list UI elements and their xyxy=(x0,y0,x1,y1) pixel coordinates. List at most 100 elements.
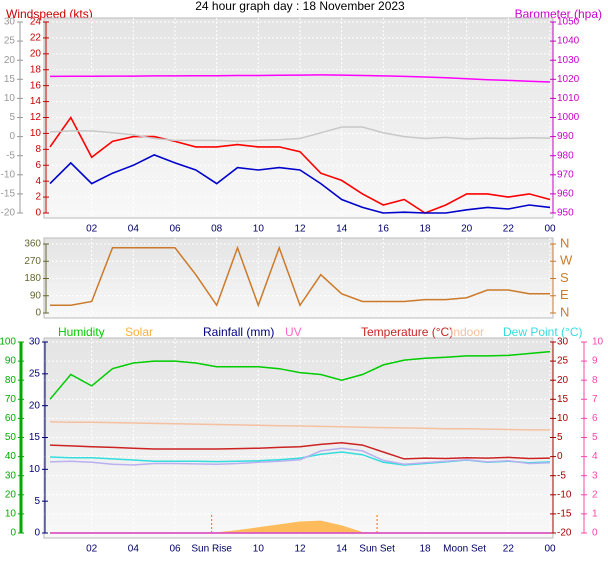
y-tick-label: 360 xyxy=(24,239,41,250)
x-tick-label: 02 xyxy=(86,224,98,235)
y-tick-label: 25 xyxy=(4,36,16,47)
y-tick-label: 7 xyxy=(592,394,598,405)
y-tick-label: 3 xyxy=(592,470,598,481)
y-tick-label: 18 xyxy=(30,64,42,75)
y-tick-label: 20 xyxy=(29,400,41,411)
line-series xyxy=(49,442,551,460)
y-tick-label: 30 xyxy=(5,470,17,481)
y-tick-label: 950 xyxy=(557,208,574,219)
y-tick-label: 0 xyxy=(34,528,40,539)
y-tick-label: -15 xyxy=(1,189,16,200)
x-tick-label: 22 xyxy=(503,224,515,235)
y-tick-label: -10 xyxy=(1,169,16,180)
x-tick-label: 02 xyxy=(86,544,98,555)
y-tick-label: 15 xyxy=(29,432,41,443)
y-tick-label: -5 xyxy=(6,150,15,161)
title: 24 hour graph day : 18 November 2023 xyxy=(195,0,405,13)
y-tick-label: 2 xyxy=(592,489,598,500)
y-tick-label: 80 xyxy=(5,375,17,386)
y-tick-label: 24 xyxy=(30,17,42,28)
legend-entry: Rainfall (mm) xyxy=(203,325,274,339)
x-tick-label: 22 xyxy=(503,544,515,555)
y-tick-label: 960 xyxy=(557,189,574,200)
y-tick-label: 6 xyxy=(35,160,41,171)
annotation: Sun Set xyxy=(359,544,395,555)
annotation: Moon Set xyxy=(443,544,486,555)
y-tick-label: 270 xyxy=(24,256,41,267)
x-tick-label: 10 xyxy=(253,224,265,235)
y-tick-label: 12 xyxy=(30,112,42,123)
x-tick-label: 14 xyxy=(336,544,348,555)
y-tick-label: 25 xyxy=(557,356,569,367)
line-series xyxy=(50,245,550,308)
x-tick-label: 12 xyxy=(294,544,306,555)
y-tick-label: 0 xyxy=(35,308,41,319)
x-tick-label: 00 xyxy=(544,544,556,555)
x-tick-label: 16 xyxy=(378,224,390,235)
x-tick-label: 12 xyxy=(294,224,306,235)
y-tick-label: 50 xyxy=(5,432,17,443)
y-tick-label: 10 xyxy=(30,128,42,139)
y-tick-label: 8 xyxy=(35,144,41,155)
y-tick-label: 0 xyxy=(10,528,16,539)
legend-entry: UV xyxy=(285,325,302,339)
y-tick-label: 1020 xyxy=(557,74,580,85)
y-tick-label: 1040 xyxy=(557,36,580,47)
y-tick-label: 90 xyxy=(30,290,42,301)
y-tick-label: 0 xyxy=(9,131,15,142)
legend-entry: Humidity xyxy=(58,325,105,339)
line-series xyxy=(49,74,551,83)
line-series xyxy=(49,115,551,214)
annotation: Sun Rise xyxy=(191,544,232,555)
y-tick-label: 10 xyxy=(5,509,17,520)
x-tick-label: 10 xyxy=(253,544,265,555)
y-tick-label: 30 xyxy=(29,337,41,348)
y-tick-label: 0 xyxy=(592,528,598,539)
y-tick-label: 2 xyxy=(35,192,41,203)
y-tick-label: 10 xyxy=(4,93,16,104)
line-series xyxy=(49,126,551,142)
y-tick-label: -20 xyxy=(1,208,16,219)
x-tick-label: 06 xyxy=(169,224,181,235)
y-tick-label: 1010 xyxy=(557,93,580,104)
y-tick-label: 30 xyxy=(557,337,569,348)
y-tick-label: 20 xyxy=(30,48,42,59)
y-tick-label: 6 xyxy=(592,413,598,424)
y-tick-label: 5 xyxy=(592,432,598,443)
y-tick-label: 90 xyxy=(5,356,17,367)
y-tick-label: 15 xyxy=(4,74,16,85)
y-tick-label: 0 xyxy=(557,451,563,462)
x-tick-label: 18 xyxy=(419,224,431,235)
x-tick-label: 08 xyxy=(211,224,223,235)
y-tick-label: 70 xyxy=(5,394,17,405)
y-tick-label: 20 xyxy=(5,489,17,500)
y-tick-label: 5 xyxy=(9,112,15,123)
x-tick-label: 20 xyxy=(461,224,473,235)
x-tick-label: 14 xyxy=(336,224,348,235)
y-tick-label: N xyxy=(560,304,569,319)
legend-entry: Indoor xyxy=(450,325,484,339)
y-tick-label: W xyxy=(560,253,573,268)
y-tick-label: 9 xyxy=(592,356,598,367)
y-tick-label: 4 xyxy=(35,176,41,187)
y-tick-label: 1 xyxy=(592,509,598,520)
line-series xyxy=(49,447,551,466)
y-tick-label: 40 xyxy=(5,451,17,462)
x-tick-label: 06 xyxy=(169,544,181,555)
y-tick-label: E xyxy=(560,287,569,302)
y-tick-label: 8 xyxy=(592,375,598,386)
y-tick-label: 0 xyxy=(35,208,41,219)
y-tick-label: -10 xyxy=(557,489,572,500)
y-tick-label: -5 xyxy=(557,470,566,481)
x-tick-label: 04 xyxy=(128,544,140,555)
y-tick-label: S xyxy=(560,270,569,285)
area-series xyxy=(50,520,550,533)
y-tick-label: 20 xyxy=(557,375,569,386)
y-tick-label: 970 xyxy=(557,169,574,180)
y-tick-label: 1030 xyxy=(557,55,580,66)
y-tick-label: 180 xyxy=(24,273,41,284)
y-tick-label: 25 xyxy=(29,368,41,379)
y-tick-label: 1000 xyxy=(557,112,580,123)
y-tick-label: 30 xyxy=(4,17,16,28)
